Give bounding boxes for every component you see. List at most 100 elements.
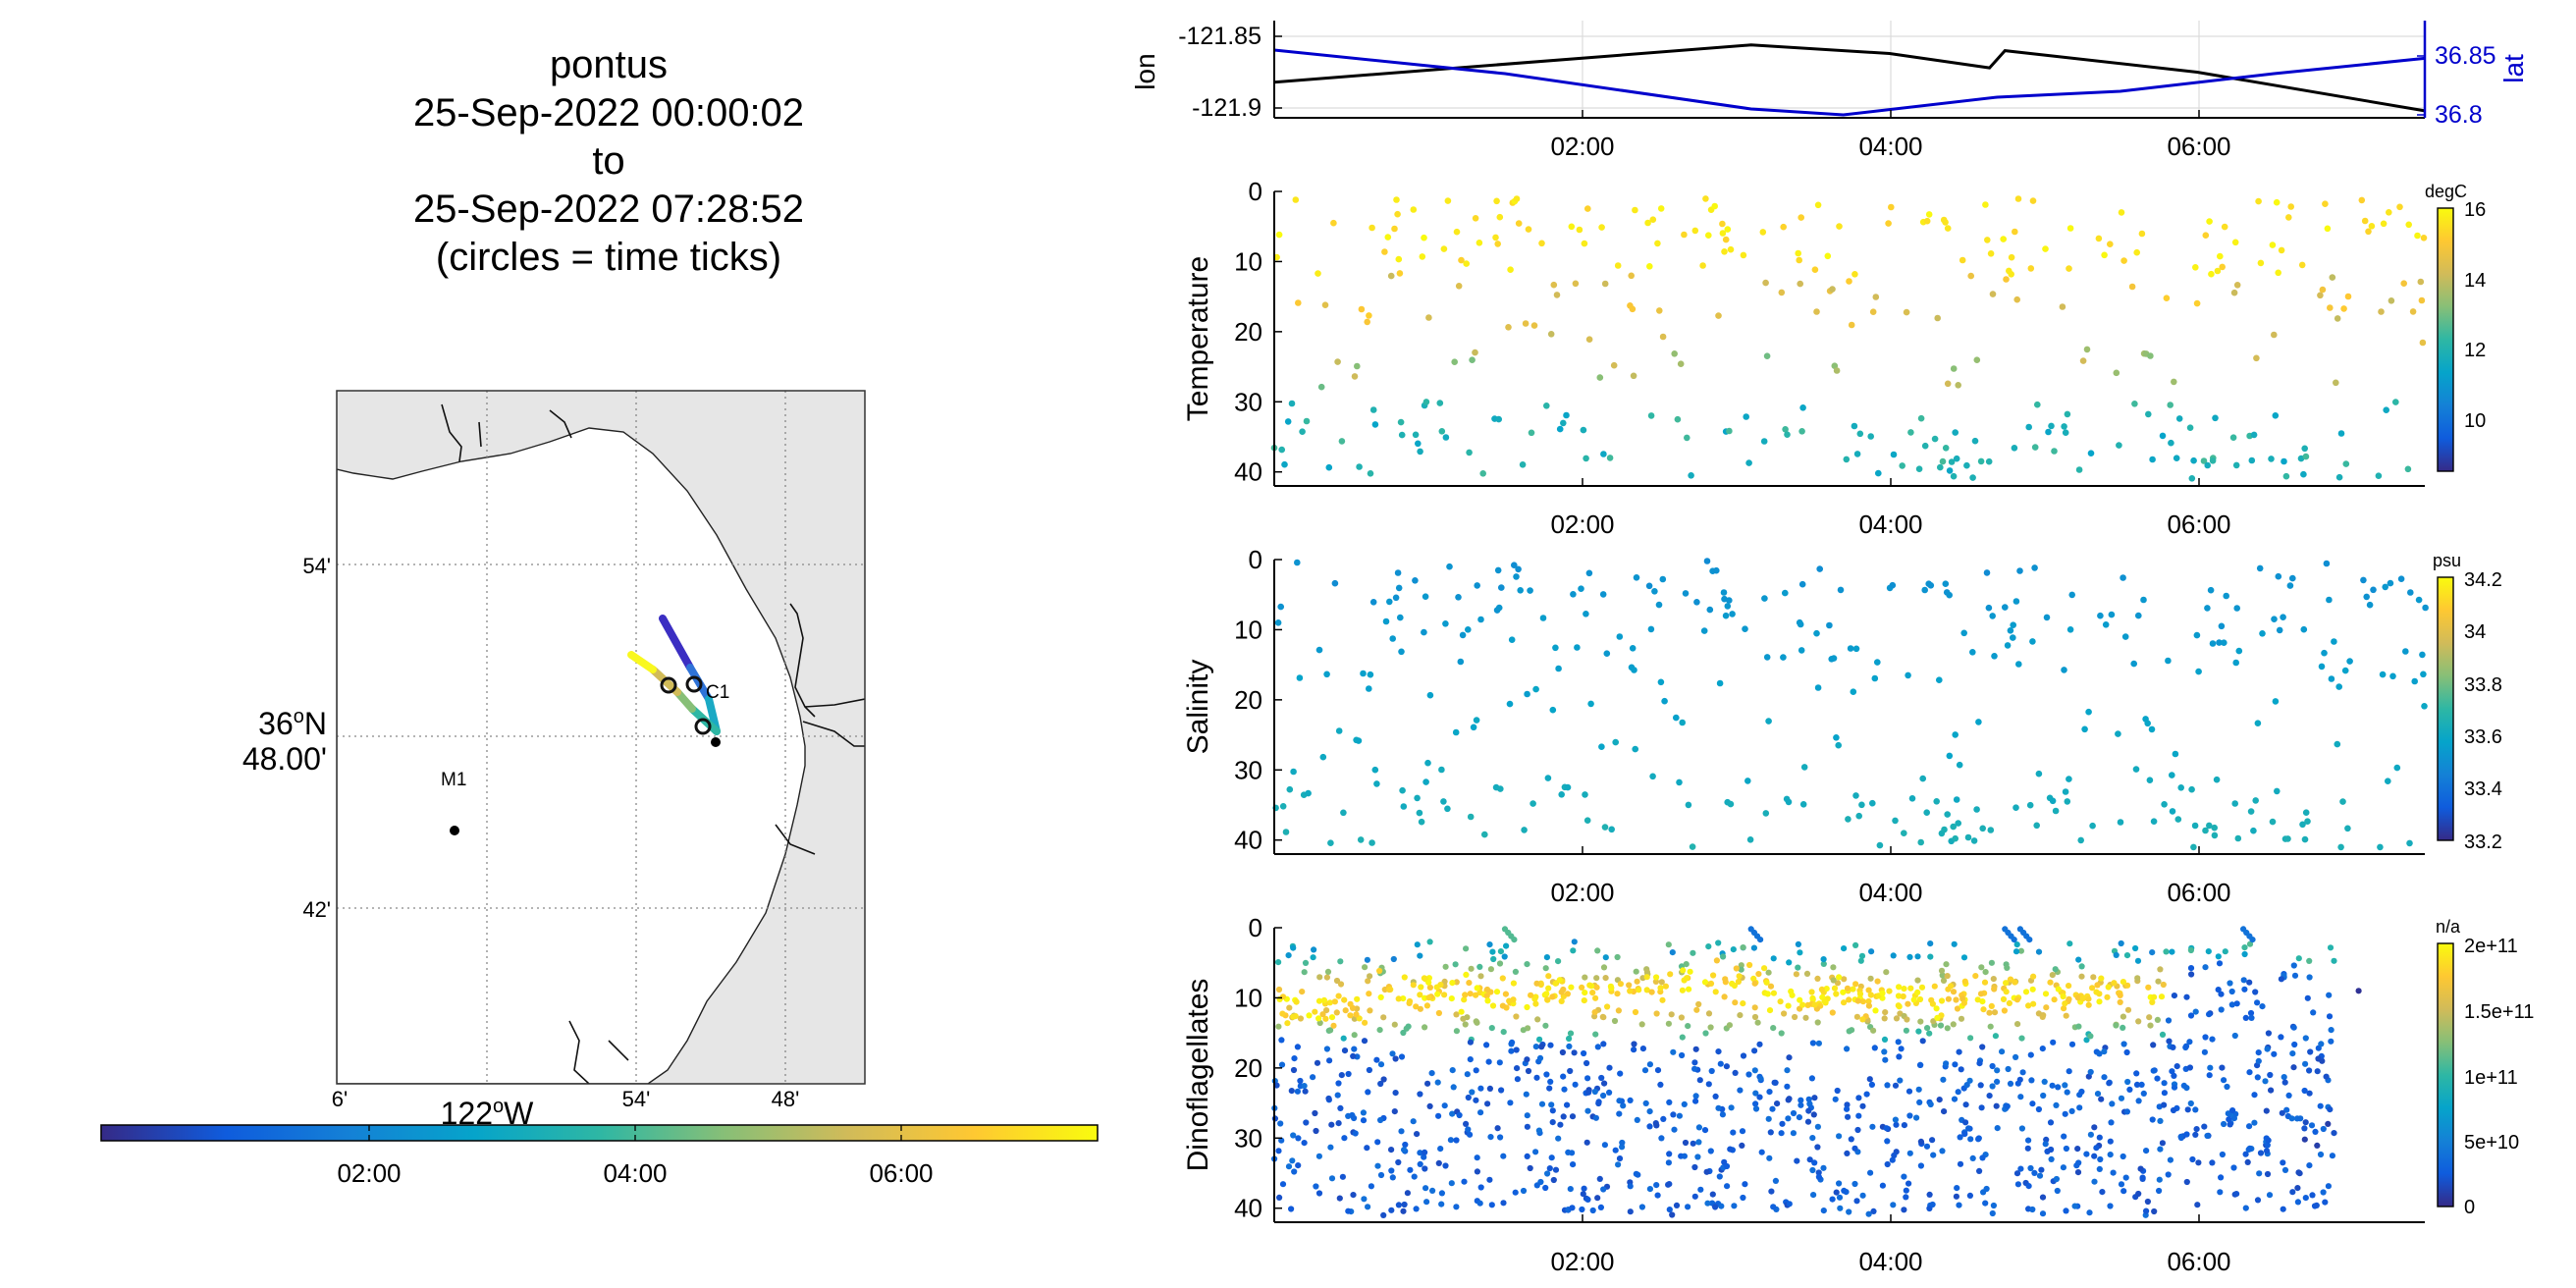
scatter-point (2328, 1027, 2334, 1034)
scatter-point (2062, 1110, 2068, 1117)
scatter-point (1631, 1041, 1637, 1047)
scatter-point (1823, 986, 1830, 993)
scatter-point (2255, 1049, 2262, 1056)
scatter-point (1486, 1085, 1493, 1092)
scatter-point (1340, 809, 1347, 817)
scatter-point (2296, 1170, 2303, 1177)
scatter-point (1495, 415, 1502, 423)
scatter-point (1563, 411, 1570, 419)
scatter-point (1502, 991, 1509, 997)
scatter-point (1350, 1192, 1357, 1199)
scatter-point (2191, 822, 2199, 830)
scatter-point (1983, 569, 1991, 576)
scatter-point (2241, 944, 2248, 951)
scatter-point (1928, 996, 1935, 1003)
scatter-point (1364, 318, 1370, 326)
scatter-point (1784, 1067, 1791, 1074)
scatter-point (1596, 374, 1604, 381)
scatter-point (1833, 1189, 1840, 1196)
scatter-point (2218, 1174, 2225, 1181)
scatter-point (1328, 1175, 1336, 1182)
scatter-point (1546, 1165, 1553, 1172)
scatter-point (1826, 621, 1833, 629)
scatter-point (1477, 1109, 1484, 1116)
scatter-point (1723, 1063, 1730, 1070)
scatter-point (2319, 286, 2327, 294)
scatter-point (1279, 1010, 1286, 1017)
scatter-point (1412, 577, 1419, 584)
scatter-point (1468, 965, 1475, 972)
scatter-point (2206, 218, 2213, 225)
scatter-point (2301, 835, 2309, 843)
scatter-point (2075, 1023, 2082, 1030)
scatter-point (1289, 1157, 1296, 1164)
scatter-point (1598, 224, 1605, 231)
scatter-point (1987, 249, 1995, 257)
scatter-point (1994, 1078, 2001, 1085)
scatter-point (2331, 638, 2337, 645)
scatter-point (1855, 1112, 1862, 1119)
scatter-point (1970, 837, 1978, 844)
scatter-point (1798, 214, 1804, 221)
scatter-point (1423, 1199, 1430, 1206)
scatter-point (2078, 1088, 2085, 1096)
scatter-point (2066, 940, 2073, 947)
scatter-point (2083, 1151, 2090, 1157)
scatter-point (1477, 973, 1484, 980)
scatter-point (1413, 1003, 1420, 1010)
scatter-point (1463, 260, 1470, 267)
scatter-point (1785, 1097, 1792, 1103)
scatter-point (1291, 1168, 1298, 1175)
scatter-point (2393, 764, 2401, 772)
scatter-point (2233, 1191, 2240, 1198)
scatter-point (2183, 1178, 2190, 1186)
scatter-point (2039, 1210, 2047, 1217)
scatter-point (1494, 241, 1501, 247)
scatter-point (1278, 1137, 1285, 1144)
scatter-point (2011, 937, 2017, 943)
scatter-point (2066, 225, 2074, 232)
scatter-point (1412, 431, 1420, 439)
scatter-point (1660, 1115, 1667, 1122)
scatter-point (1681, 1153, 1688, 1159)
scatter-point (2147, 352, 2154, 359)
scatter-point (1315, 1153, 1322, 1159)
scatter-point (1425, 314, 1432, 321)
scatter-point (1310, 1074, 1316, 1081)
scatter-point (1602, 975, 1609, 982)
map-colorbar-tick-0600: 06:00 (869, 1158, 933, 1188)
scatter-point (2275, 269, 2281, 277)
scatter-point (2251, 1119, 2258, 1126)
scatter-point (1944, 1025, 1951, 1032)
scatter-point (1770, 1025, 1777, 1032)
scatter-point (1406, 997, 1414, 1005)
scatter-point (2266, 1192, 2274, 1199)
scatter-point (2306, 974, 2313, 981)
scatter-point (1436, 400, 1444, 406)
position-grid (1274, 21, 2425, 118)
scatter-point (1729, 980, 1736, 988)
scatter-point (1708, 1067, 1715, 1075)
map-colorbar-tick-0400: 04:00 (603, 1158, 667, 1188)
scatter-point (1616, 1155, 1624, 1162)
scatter-point (1953, 796, 1960, 803)
scatter-point (1710, 972, 1717, 979)
scatter-point (2322, 1199, 2329, 1206)
scatter-point (1515, 565, 1522, 573)
scatter-point (2402, 648, 2409, 655)
scatter-point (1584, 205, 1591, 212)
scatter-point (1536, 1054, 1544, 1061)
scatter-point (2030, 1000, 2037, 1007)
scatter-point (1805, 1107, 1812, 1114)
scatter-point (1426, 691, 1434, 699)
scatter-point (2003, 989, 2010, 995)
scatter-point (1461, 1178, 1468, 1185)
scatter-point (1397, 418, 1405, 426)
scatter-point (2301, 445, 2308, 453)
scatter-point (1846, 1208, 1852, 1215)
scatter-point (1803, 970, 1811, 978)
scatter-point (1707, 1024, 1714, 1031)
scatter-point (2004, 964, 2011, 972)
scatter-point (1936, 1097, 1943, 1103)
scatter-point (1365, 1204, 1371, 1210)
